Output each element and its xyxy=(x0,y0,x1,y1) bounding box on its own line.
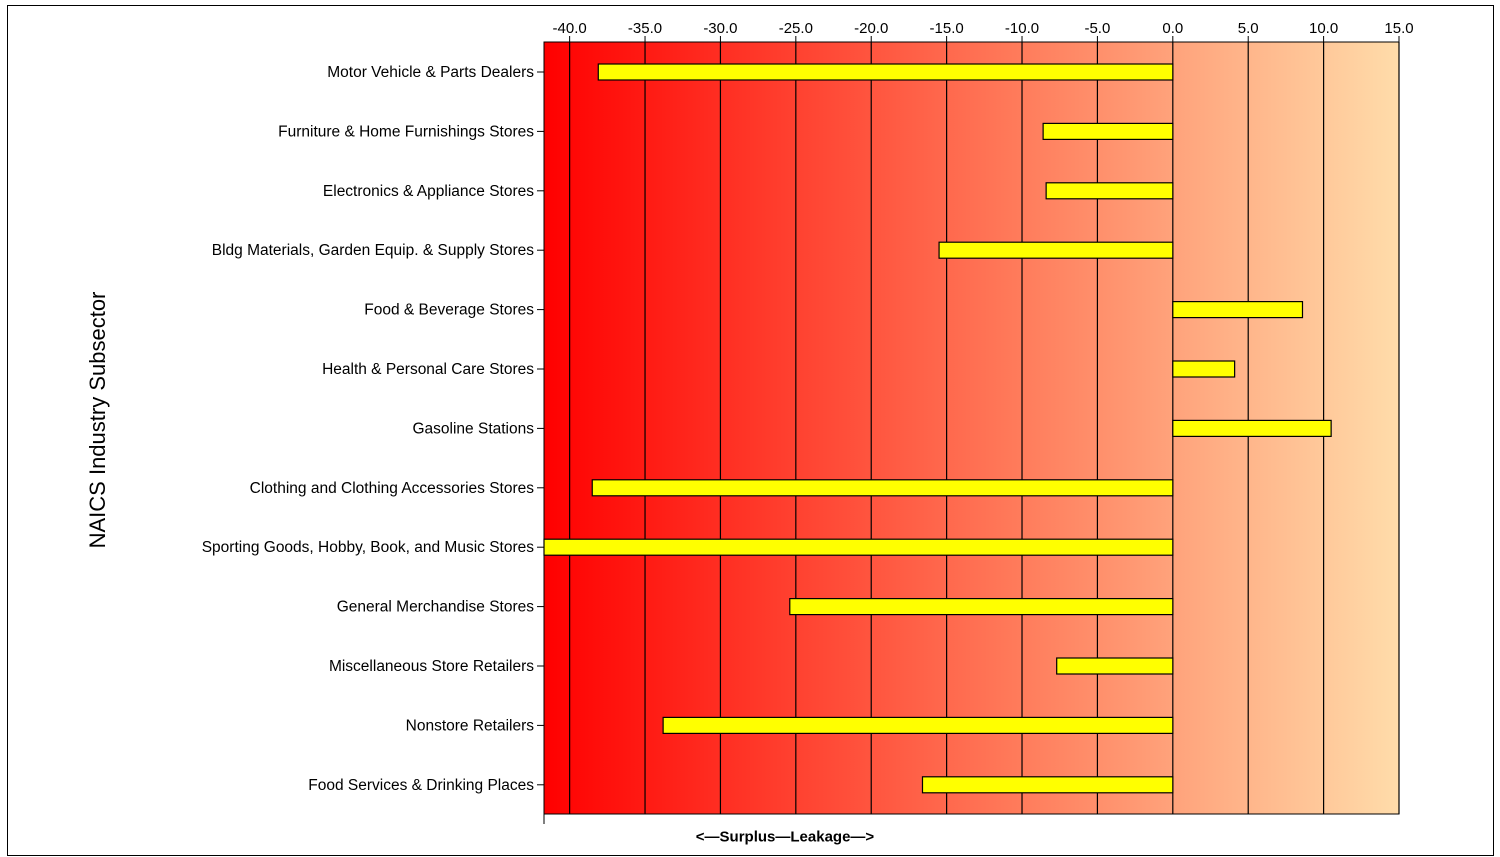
category-label: Gasoline Stations xyxy=(413,420,535,437)
x-tick-label: -20.0 xyxy=(854,20,888,37)
y-axis-title: NAICS Industry Subsector xyxy=(85,291,110,549)
category-labels: Motor Vehicle & Parts Dealers Furniture &… xyxy=(202,64,544,794)
category-label: Nonstore Retailers xyxy=(406,717,535,734)
x-tick-label: 15.0 xyxy=(1384,20,1413,37)
x-tick-label: -35.0 xyxy=(628,20,662,37)
x-axis-title: <—Surplus—Leakage—> xyxy=(695,828,875,846)
bar xyxy=(1045,182,1174,200)
category-label: Food Services & Drinking Places xyxy=(308,777,534,794)
category-label: Bldg Materials, Garden Equip. & Supply S… xyxy=(212,242,534,259)
category-label: Motor Vehicle & Parts Dealers xyxy=(327,64,534,81)
bar xyxy=(662,716,1174,735)
x-tick-label: -40.0 xyxy=(553,20,587,37)
bar xyxy=(1172,360,1236,378)
category-label: Food & Beverage Stores xyxy=(364,302,534,319)
bar xyxy=(921,776,1174,794)
category-label: Sporting Goods, Hobby, Book, and Music S… xyxy=(202,539,535,556)
bar xyxy=(591,479,1174,497)
bar xyxy=(1056,657,1174,675)
x-tick-label: 10.0 xyxy=(1309,20,1338,37)
x-tick-label: -30.0 xyxy=(703,20,737,37)
bar xyxy=(1042,122,1174,141)
bar xyxy=(543,538,1174,556)
x-tick-labels: -40.0 -35.0 -30.0 -25.0 -20.0 -15.0 -10.0 -5.0 0… xyxy=(553,20,1414,42)
category-label: Electronics & Appliance Stores xyxy=(323,183,534,200)
x-tick-label: -15.0 xyxy=(930,20,964,37)
x-tick-label: -10.0 xyxy=(1005,20,1039,37)
bar xyxy=(938,241,1174,259)
bars xyxy=(543,63,1332,794)
category-label: Clothing and Clothing Accessories Stores xyxy=(250,480,535,497)
bar xyxy=(1172,301,1304,319)
x-tick-label: 0.0 xyxy=(1162,20,1183,37)
chart-frame xyxy=(7,5,1494,856)
category-label: Furniture & Home Furnishings Stores xyxy=(278,123,534,140)
x-tick-label: 5.0 xyxy=(1238,20,1259,37)
bar xyxy=(1172,419,1332,437)
x-tick-label: -25.0 xyxy=(779,20,813,37)
x-tick-label: -5.0 xyxy=(1084,20,1110,37)
bar xyxy=(597,63,1174,81)
category-label: Miscellaneous Store Retailers xyxy=(329,658,534,675)
category-label: Health & Personal Care Stores xyxy=(322,361,534,378)
category-label: General Merchandise Stores xyxy=(337,599,535,616)
bar xyxy=(789,597,1174,616)
